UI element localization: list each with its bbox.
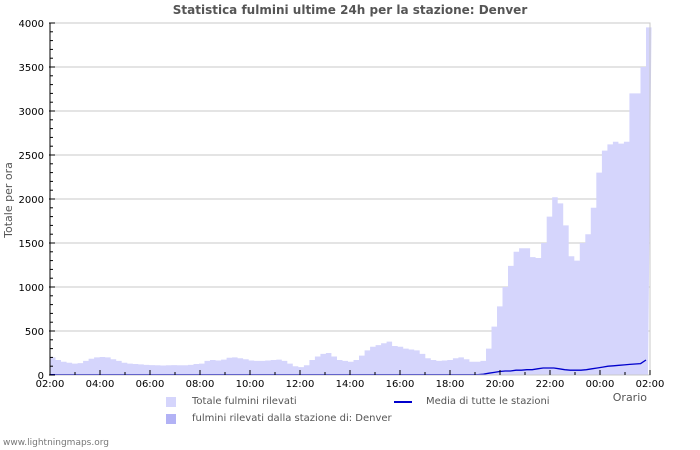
legend-label-station: fulmini rilevati dalla stazione di: Denv… [192,413,392,424]
x-tick-label: 06:00 [136,379,165,390]
x-tick-label: 02:00 [636,379,665,390]
y-tick-label: 2500 [19,151,44,162]
y-tick-label: 3500 [19,63,44,74]
watermark-link[interactable]: www.lightningmaps.org [3,438,109,448]
x-axis-title: Orario [613,391,648,404]
chart-title: Statistica fulmini ultime 24h per la sta… [172,3,528,17]
y-tick-label: 1500 [19,239,44,250]
x-tick-label: 20:00 [486,379,515,390]
y-axis-title: Totale per ora [2,162,15,239]
y-axis-ticks: 0 500 1000 1500 2000 2500 3000 3500 4000 [19,19,55,382]
legend-item-average: Media di tutte le stazioni [394,396,550,407]
x-tick-label: 04:00 [86,379,115,390]
legend-item-station: fulmini rilevati dalla stazione di: Denv… [166,413,392,424]
x-tick-label: 18:00 [436,379,465,390]
x-tick-label: 02:00 [36,379,65,390]
x-tick-label: 10:00 [236,379,265,390]
x-tick-label: 14:00 [336,379,365,390]
y-tick-label: 2000 [19,195,44,206]
y-tick-label: 1000 [19,283,44,294]
y-tick-label: 3000 [19,107,44,118]
legend-swatch-total [166,396,176,407]
y-tick-label: 4000 [19,19,44,30]
legend-label-average: Media di tutte le stazioni [426,396,550,407]
legend-label-total: Totale fulmini rilevati [192,396,297,407]
x-tick-label: 00:00 [586,379,615,390]
x-tick-label: 12:00 [286,379,315,390]
x-tick-label: 08:00 [186,379,215,390]
y-tick-label: 500 [25,327,44,338]
legend-swatch-station [166,413,176,424]
x-tick-label: 16:00 [386,379,415,390]
y-tick-label: 0 [38,371,44,382]
x-tick-label: 22:00 [536,379,565,390]
legend-item-total: Totale fulmini rilevati [166,396,297,407]
area-total-strikes [50,27,652,376]
legend-swatch-average [394,400,412,403]
x-axis-ticks: 02:00 04:00 06:00 08:00 10:00 12:00 14:00 16:00… [36,370,665,390]
